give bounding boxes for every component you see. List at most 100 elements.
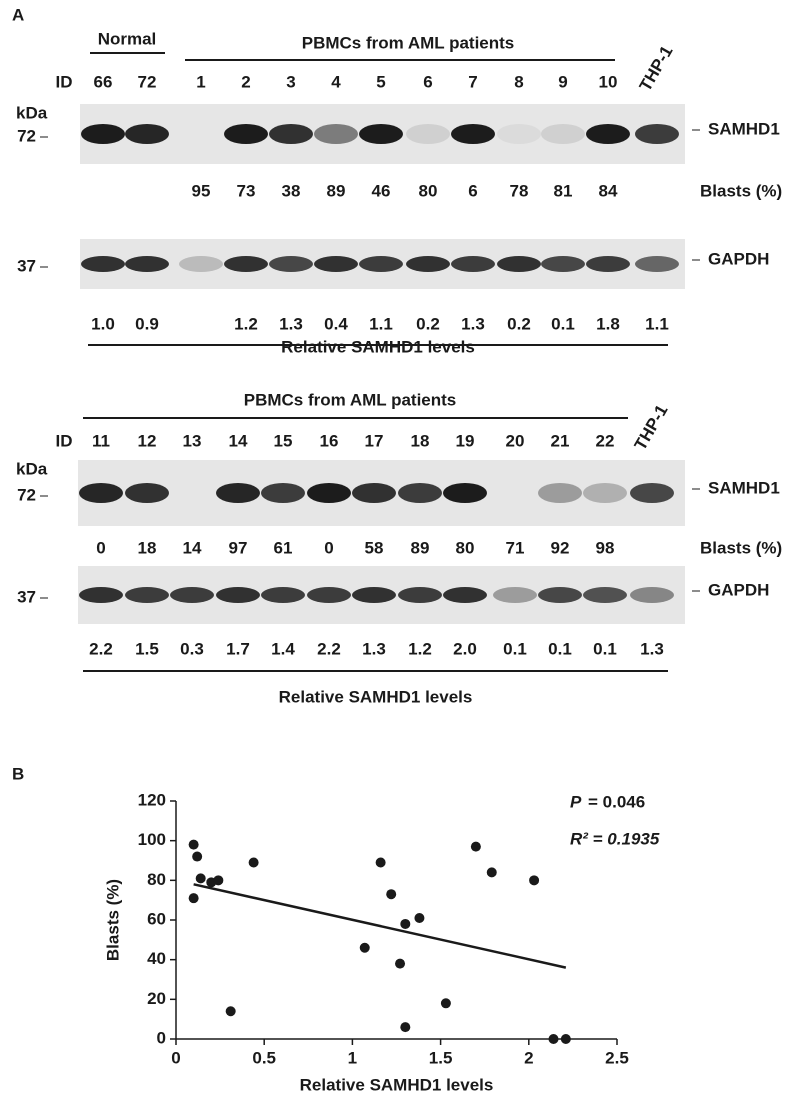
x-tick-label: 0.5 bbox=[252, 1048, 276, 1067]
lane-id: 18 bbox=[411, 431, 430, 450]
band bbox=[269, 124, 313, 144]
relative-value: 0.9 bbox=[135, 314, 159, 333]
relative-value: 2.2 bbox=[317, 639, 341, 658]
blasts-value: 92 bbox=[551, 538, 570, 557]
relative-value: 1.2 bbox=[408, 639, 432, 658]
band bbox=[493, 587, 537, 603]
blasts-value: 80 bbox=[419, 181, 438, 200]
relative-value: 1.2 bbox=[234, 314, 258, 333]
blasts-value: 58 bbox=[365, 538, 384, 557]
x-axis-label: Relative SAMHD1 levels bbox=[300, 1075, 494, 1094]
lane-id: 5 bbox=[376, 72, 385, 91]
marker: 37 bbox=[17, 587, 36, 606]
id-label: ID bbox=[56, 72, 73, 91]
point bbox=[195, 873, 206, 884]
blasts-value: 46 bbox=[372, 181, 391, 200]
lane-id: 1 bbox=[196, 72, 205, 91]
group-label: Normal bbox=[98, 29, 157, 48]
relative-value: 0.2 bbox=[416, 314, 440, 333]
band bbox=[269, 256, 313, 272]
band bbox=[630, 587, 674, 603]
y-tick-label: 60 bbox=[147, 909, 166, 928]
relative-value: 0.4 bbox=[324, 314, 348, 333]
relative-value: 1.3 bbox=[640, 639, 664, 658]
band bbox=[125, 483, 169, 503]
point bbox=[486, 867, 497, 878]
point bbox=[248, 857, 259, 868]
x-tick-label: 2.5 bbox=[605, 1048, 629, 1067]
band bbox=[451, 256, 495, 272]
id-label: ID bbox=[56, 431, 73, 450]
point bbox=[395, 958, 406, 969]
relative-value: 1.0 bbox=[91, 314, 115, 333]
band bbox=[352, 483, 396, 503]
band bbox=[497, 256, 541, 272]
band bbox=[359, 256, 403, 272]
relative-value: 1.3 bbox=[279, 314, 303, 333]
band bbox=[541, 124, 585, 144]
panel-label: A bbox=[12, 5, 24, 24]
relative-value: 2.2 bbox=[89, 639, 113, 658]
band bbox=[170, 587, 214, 603]
point bbox=[386, 889, 397, 900]
relative-value: 0.1 bbox=[593, 639, 617, 658]
band bbox=[125, 587, 169, 603]
band bbox=[443, 483, 487, 503]
band bbox=[586, 124, 630, 144]
lane-id: 19 bbox=[456, 431, 475, 450]
band bbox=[81, 256, 125, 272]
band bbox=[635, 256, 679, 272]
cell-line: THP-1 bbox=[631, 401, 672, 453]
marker: 72 bbox=[17, 485, 36, 504]
lane-id: 10 bbox=[599, 72, 618, 91]
y-axis-label: Blasts (%) bbox=[103, 879, 122, 961]
band bbox=[307, 587, 351, 603]
lane-id: 6 bbox=[423, 72, 432, 91]
group-label: PBMCs from AML patients bbox=[244, 390, 457, 409]
band bbox=[261, 483, 305, 503]
lane-id: 21 bbox=[551, 431, 570, 450]
band bbox=[79, 483, 123, 503]
blasts-value: 14 bbox=[183, 538, 202, 557]
cell-line: THP-1 bbox=[636, 42, 677, 94]
relative-value: 1.8 bbox=[596, 314, 620, 333]
blasts-value: 78 bbox=[510, 181, 529, 200]
lane-id: 4 bbox=[331, 72, 341, 91]
blasts-value: 71 bbox=[506, 538, 525, 557]
band bbox=[314, 256, 358, 272]
relative-value: 1.7 bbox=[226, 639, 250, 658]
blasts-value: 89 bbox=[411, 538, 430, 557]
y-tick-label: 0 bbox=[157, 1028, 166, 1047]
blasts-label: Blasts (%) bbox=[700, 538, 782, 557]
band bbox=[406, 256, 450, 272]
relative-value: 0.2 bbox=[507, 314, 531, 333]
blasts-value: 84 bbox=[599, 181, 618, 200]
blasts-label: Blasts (%) bbox=[700, 181, 782, 200]
lane-id: 14 bbox=[229, 431, 248, 450]
point bbox=[188, 893, 199, 904]
lane-id: 17 bbox=[365, 431, 384, 450]
lane-id: 9 bbox=[558, 72, 567, 91]
point bbox=[470, 841, 481, 852]
band bbox=[451, 124, 495, 144]
band bbox=[359, 124, 403, 144]
lane-id: 2 bbox=[241, 72, 250, 91]
y-tick-label: 120 bbox=[138, 790, 166, 809]
relative-value: 1.3 bbox=[362, 639, 386, 658]
protein-label: GAPDH bbox=[708, 580, 769, 599]
x-tick-label: 1.5 bbox=[429, 1048, 453, 1067]
relative-value: 0.1 bbox=[551, 314, 575, 333]
annotation: = 0.046 bbox=[588, 792, 645, 811]
marker: 37 bbox=[17, 256, 36, 275]
relative-value: 0.3 bbox=[180, 639, 204, 658]
band bbox=[541, 256, 585, 272]
blasts-value: 61 bbox=[274, 538, 293, 557]
point bbox=[414, 913, 425, 924]
band bbox=[224, 124, 268, 144]
relative-label: Relative SAMHD1 levels bbox=[281, 337, 475, 356]
marker: 72 bbox=[17, 126, 36, 145]
blasts-value: 97 bbox=[229, 538, 248, 557]
band bbox=[307, 483, 351, 503]
band bbox=[497, 124, 541, 144]
